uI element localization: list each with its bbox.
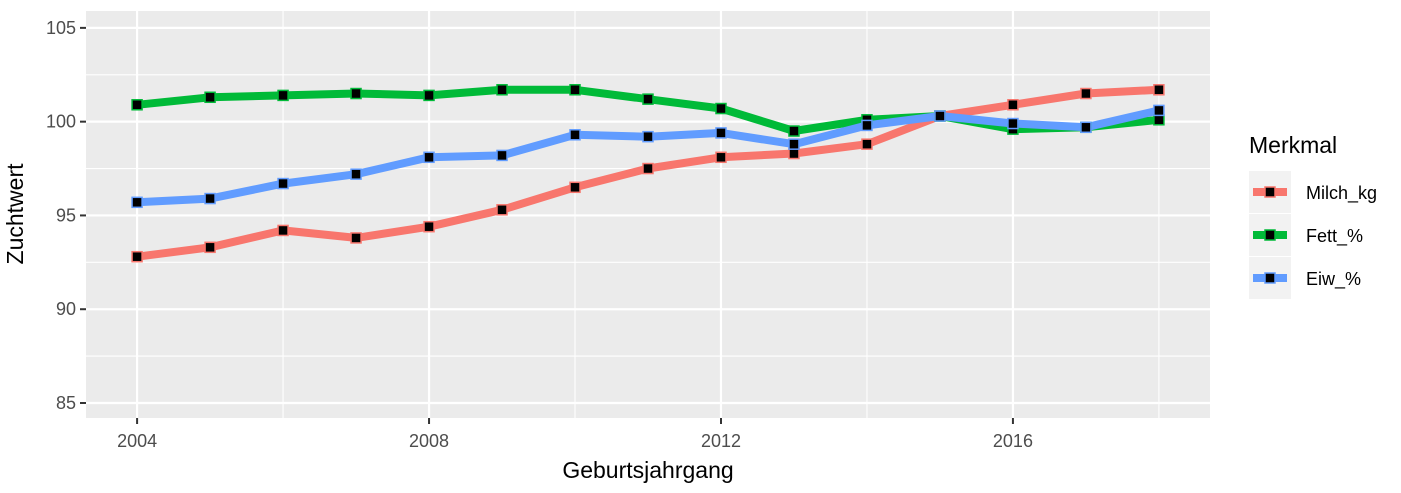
data-point-Milch_kg bbox=[131, 250, 143, 263]
legend-key-marker bbox=[1264, 186, 1276, 198]
data-point-Eiw_% bbox=[788, 138, 800, 150]
x-axis-title: Geburtsjahrgang bbox=[562, 457, 733, 483]
data-point-Milch_kg bbox=[788, 147, 800, 160]
data-point-Fett_% bbox=[277, 89, 289, 102]
data-point-Milch_kg bbox=[1153, 84, 1165, 96]
legend-label: Fett_% bbox=[1306, 226, 1363, 247]
data-point-Fett_% bbox=[496, 84, 508, 96]
axes: 85 90 95 100 105 2004 2008 2012 2016 bbox=[46, 18, 1033, 451]
data-point-Fett_% bbox=[642, 93, 654, 105]
series-points bbox=[131, 84, 1165, 263]
data-point-Eiw_% bbox=[861, 119, 873, 132]
data-point-Fett_% bbox=[131, 99, 143, 111]
data-point-Eiw_% bbox=[204, 192, 216, 205]
x-tick-label: 2012 bbox=[701, 431, 741, 451]
data-point-Milch_kg bbox=[423, 220, 435, 233]
data-point-Eiw_% bbox=[642, 130, 654, 143]
data-point-Eiw_% bbox=[569, 129, 581, 141]
data-point-Milch_kg bbox=[277, 224, 289, 237]
data-point-Eiw_% bbox=[1007, 117, 1019, 130]
data-point-Eiw_% bbox=[715, 127, 727, 139]
y-tick-label: 95 bbox=[56, 205, 76, 225]
data-point-Eiw_% bbox=[131, 196, 143, 209]
x-tick-label: 2016 bbox=[993, 431, 1033, 451]
data-point-Eiw_% bbox=[934, 110, 946, 122]
legend-keys: Milch_kg Fett_% Eiw_% bbox=[1249, 171, 1377, 299]
data-point-Milch_kg bbox=[642, 162, 654, 175]
data-point-Fett_% bbox=[350, 87, 362, 100]
data-point-Fett_% bbox=[715, 102, 727, 115]
legend-key-marker bbox=[1264, 229, 1276, 241]
data-point-Milch_kg bbox=[569, 181, 581, 194]
data-point-Fett_% bbox=[204, 91, 216, 104]
legend-key-marker bbox=[1264, 272, 1276, 284]
data-point-Eiw_% bbox=[277, 177, 289, 190]
data-point-Milch_kg bbox=[715, 151, 727, 164]
y-axis-title: Zuchtwert bbox=[2, 163, 28, 265]
legend-title: Merkmal bbox=[1249, 132, 1337, 158]
data-point-Milch_kg bbox=[496, 204, 508, 216]
data-point-Milch_kg bbox=[204, 241, 216, 254]
data-point-Fett_% bbox=[1153, 114, 1165, 126]
legend-label: Eiw_% bbox=[1306, 269, 1361, 290]
legend: Merkmal Milch_kg Fett_% Eiw_% bbox=[1249, 132, 1377, 299]
x-tick-label: 2004 bbox=[117, 431, 157, 451]
data-point-Milch_kg bbox=[861, 138, 873, 150]
y-tick-label: 105 bbox=[46, 18, 76, 38]
y-tick-label: 85 bbox=[56, 393, 76, 413]
data-point-Eiw_% bbox=[496, 149, 508, 162]
data-point-Milch_kg bbox=[350, 232, 362, 244]
data-point-Fett_% bbox=[788, 125, 800, 137]
data-point-Milch_kg bbox=[1080, 87, 1092, 100]
data-point-Eiw_% bbox=[1080, 121, 1092, 134]
legend-label: Milch_kg bbox=[1306, 183, 1377, 204]
data-point-Eiw_% bbox=[423, 151, 435, 164]
data-point-Fett_% bbox=[423, 89, 435, 102]
data-point-Fett_% bbox=[569, 84, 581, 96]
data-point-Eiw_% bbox=[1153, 104, 1165, 117]
y-tick-label: 90 bbox=[56, 299, 76, 319]
data-point-Milch_kg bbox=[1007, 99, 1019, 111]
data-point-Eiw_% bbox=[350, 168, 362, 180]
x-tick-label: 2008 bbox=[409, 431, 449, 451]
y-tick-label: 100 bbox=[46, 112, 76, 132]
